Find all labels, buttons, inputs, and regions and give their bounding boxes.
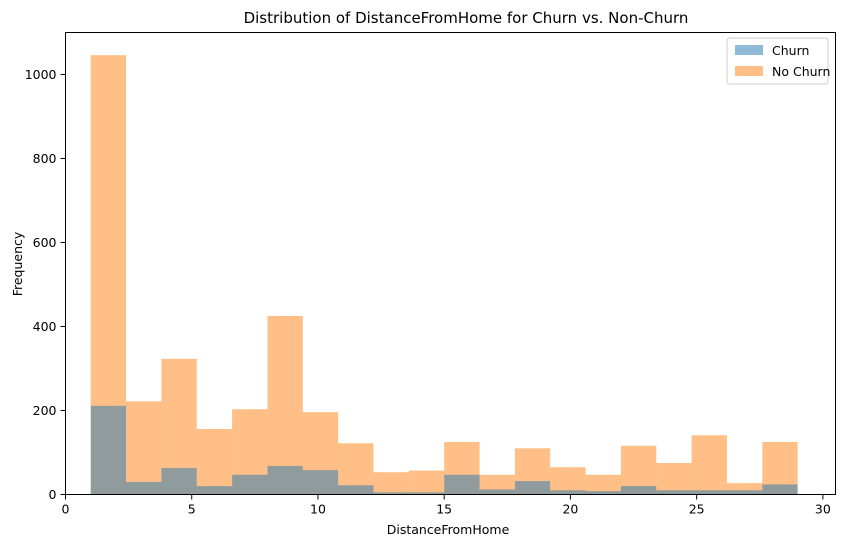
bar-churn-0 <box>90 405 127 495</box>
y-tick-label-400: 400 <box>33 319 57 334</box>
bar-churn-17 <box>691 490 727 495</box>
bar-churn-19 <box>762 484 798 495</box>
bar-churn-14 <box>585 491 621 495</box>
bar-churn-9 <box>408 492 445 495</box>
bar-churn-18 <box>726 490 763 495</box>
y-tick-label-600: 600 <box>33 235 57 250</box>
bar-churn-5 <box>267 465 303 495</box>
bar-no-churn-13 <box>550 467 586 495</box>
bar-no-churn-16 <box>656 463 692 495</box>
x-tick-label-25: 25 <box>689 502 705 517</box>
y-tick-label-800: 800 <box>33 151 57 166</box>
chart-title: Distribution of DistanceFromHome for Chu… <box>244 9 689 27</box>
x-tick-label-10: 10 <box>310 502 326 517</box>
bars-layer <box>90 55 798 495</box>
y-tick-label-1000: 1000 <box>25 67 57 82</box>
bar-churn-16 <box>656 490 692 495</box>
bar-no-churn-9 <box>408 470 445 495</box>
x-tick-label-5: 5 <box>188 502 196 517</box>
x-tick-label-0: 0 <box>62 502 70 517</box>
bar-churn-12 <box>514 481 551 495</box>
bar-churn-6 <box>302 470 339 495</box>
x-axis-label: DistanceFromHome <box>387 522 510 537</box>
legend-label-no-churn: No Churn <box>772 64 830 79</box>
legend: Churn No Churn <box>726 37 830 85</box>
bar-churn-3 <box>196 486 233 495</box>
y-tick-label-200: 200 <box>33 403 57 418</box>
legend-label-churn: Churn <box>772 43 809 58</box>
legend-swatch-no-churn <box>735 66 763 76</box>
x-tick-label-30: 30 <box>815 502 831 517</box>
bar-churn-4 <box>232 474 268 495</box>
bar-churn-1 <box>126 481 162 495</box>
x-tick-label-15: 15 <box>436 502 452 517</box>
bar-no-churn-3 <box>196 428 233 495</box>
bar-churn-2 <box>161 468 197 495</box>
bar-churn-7 <box>338 485 374 495</box>
bar-churn-13 <box>550 490 586 495</box>
bar-churn-8 <box>373 492 409 495</box>
bar-no-churn-8 <box>373 472 409 495</box>
y-tick-label-0: 0 <box>49 487 57 502</box>
bar-no-churn-1 <box>126 401 162 495</box>
bar-no-churn-18 <box>726 483 763 495</box>
legend-swatch-churn <box>735 45 763 55</box>
bar-churn-11 <box>479 489 515 495</box>
x-axis-ticks: 0 5 10 15 20 25 30 <box>62 494 831 517</box>
bar-no-churn-17 <box>691 435 727 495</box>
bar-no-churn-14 <box>585 474 621 495</box>
plot-frame <box>65 32 836 495</box>
y-axis-ticks: 0 200 400 600 800 1000 <box>25 67 66 502</box>
x-tick-label-20: 20 <box>562 502 578 517</box>
bar-churn-10 <box>444 474 480 495</box>
y-axis-label: Frequency <box>10 231 25 296</box>
bar-churn-15 <box>620 486 657 495</box>
bar-no-churn-5 <box>267 316 303 495</box>
